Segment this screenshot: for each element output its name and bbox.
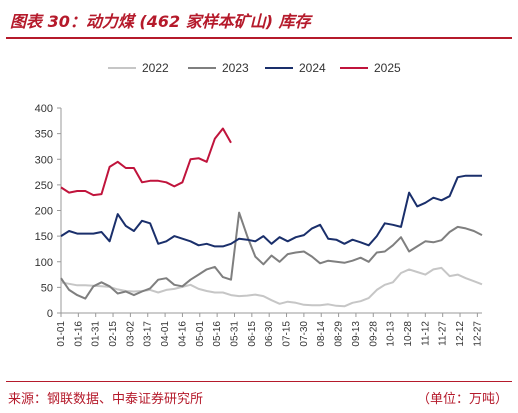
series-line-2025 bbox=[60, 127, 232, 197]
x-tick-label-05-16: 05-16 bbox=[212, 321, 223, 347]
footer: 来源：钢联数据、中泰证券研究所 （单位：万吨） bbox=[0, 384, 518, 410]
x-tick-label-06-30: 06-30 bbox=[264, 321, 275, 347]
footer-divider bbox=[6, 381, 512, 382]
series-line-2024 bbox=[60, 174, 482, 248]
y-tick-label-150: 150 bbox=[35, 231, 53, 243]
page-title: 图表 30：动力煤 (462 家样本矿山) 库存 bbox=[10, 12, 311, 31]
legend-label-2025: 2025 bbox=[374, 61, 401, 75]
x-tick-label-02-15: 02-15 bbox=[108, 321, 119, 347]
x-tick-label-07-15: 07-15 bbox=[282, 321, 293, 347]
x-tick-label-09-13: 09-13 bbox=[351, 321, 362, 347]
x-tick-label-09-28: 09-28 bbox=[368, 321, 379, 347]
source-note: 来源：钢联数据、中泰证券研究所 bbox=[8, 392, 204, 407]
x-tick-label-11-12: 11-12 bbox=[420, 321, 431, 346]
x-tick-label-12-12: 12-12 bbox=[455, 321, 466, 347]
x-tick-label-08-29: 08-29 bbox=[334, 321, 345, 347]
x-tick-label-05-31: 05-31 bbox=[229, 321, 240, 347]
unit-note: （单位：万吨） bbox=[416, 392, 508, 407]
x-tick-label-12-27: 12-27 bbox=[472, 321, 483, 347]
y-tick-label-300: 300 bbox=[35, 154, 53, 166]
y-tick-label-350: 350 bbox=[35, 129, 53, 141]
x-tick-label-03-02: 03-02 bbox=[125, 321, 136, 347]
x-tick-label-04-16: 04-16 bbox=[177, 321, 188, 347]
x-tick-label-10-28: 10-28 bbox=[403, 321, 414, 347]
x-tick-label-07-30: 07-30 bbox=[299, 321, 310, 347]
x-tick-label-01-31: 01-31 bbox=[91, 321, 102, 347]
series-line-2023 bbox=[60, 211, 483, 300]
x-tick-label-01-01: 01-01 bbox=[56, 321, 67, 347]
x-tick-label-01-16: 01-16 bbox=[73, 321, 84, 347]
x-tick-label-04-01: 04-01 bbox=[160, 321, 171, 347]
y-tick-label-50: 50 bbox=[41, 282, 53, 294]
x-tick-label-06-15: 06-15 bbox=[247, 321, 258, 347]
y-tick-label-250: 250 bbox=[35, 180, 53, 192]
x-tick-label-03-17: 03-17 bbox=[143, 321, 154, 347]
y-tick-label-200: 200 bbox=[35, 206, 53, 218]
title-divider bbox=[6, 37, 512, 39]
y-tick-label-400: 400 bbox=[35, 103, 53, 115]
legend-label-2022: 2022 bbox=[142, 61, 169, 75]
y-tick-label-0: 0 bbox=[47, 308, 53, 320]
x-tick-label-05-01: 05-01 bbox=[195, 321, 206, 347]
y-tick-label-100: 100 bbox=[35, 257, 53, 269]
x-tick-label-11-27: 11-27 bbox=[438, 321, 449, 346]
legend-label-2023: 2023 bbox=[222, 61, 249, 75]
x-tick-label-10-13: 10-13 bbox=[386, 321, 397, 347]
legend-label-2024: 2024 bbox=[299, 61, 326, 75]
x-tick-label-08-14: 08-14 bbox=[316, 321, 327, 347]
line-chart: 2022 2023 2024 2025 0 50 100 150 200 250 300 350 400… bbox=[35, 61, 484, 347]
series-line-2022 bbox=[60, 266, 483, 308]
